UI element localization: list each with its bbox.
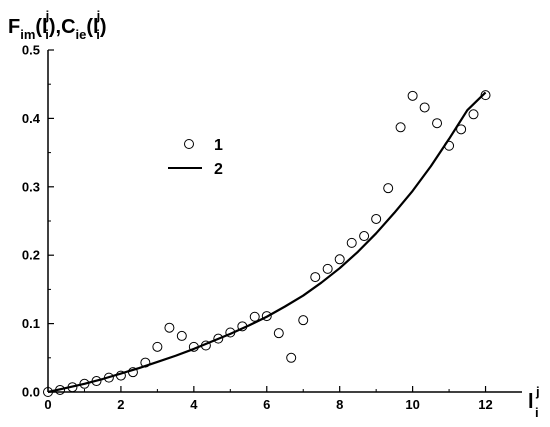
y-axis-label-part: i — [45, 27, 49, 42]
scatter-point — [334, 254, 345, 265]
legend-marker-circle — [184, 139, 194, 149]
y-tick-label: 0.0 — [22, 385, 40, 400]
scatter-point — [383, 183, 394, 194]
x-tick-label: 12 — [478, 397, 492, 412]
scatter-point — [407, 90, 418, 101]
scatter-point — [176, 330, 187, 341]
legend-label-1: 1 — [214, 137, 223, 154]
scatter-point — [43, 387, 53, 397]
y-axis-label-part: (l — [35, 16, 47, 38]
scatter-point — [249, 311, 260, 322]
y-axis-label-part: im — [20, 27, 35, 42]
x-axis-label-sub: i — [535, 405, 539, 420]
scatter-point — [237, 321, 248, 332]
y-axis-label-part: j — [96, 8, 101, 23]
y-axis-label: Fim(lj i),Cie(lj i) — [8, 8, 107, 42]
fit-curve-series — [47, 91, 487, 394]
y-tick-label: 0.4 — [22, 111, 41, 126]
scatter-point — [200, 340, 211, 351]
scatter-point — [298, 315, 309, 326]
legend: 1 2 — [168, 137, 223, 178]
y-axis-title: Fim(lj i),Cie(lj i) — [8, 8, 107, 42]
y-tick-label: 0.3 — [22, 179, 40, 194]
scatter-point — [419, 102, 430, 113]
scatter-point — [127, 367, 138, 378]
legend-label-2: 2 — [214, 161, 223, 178]
y-axis-label-part: ie — [76, 27, 87, 42]
scatter-point — [91, 376, 102, 387]
scatter-point — [188, 341, 199, 352]
x-axis-title: l j i — [528, 384, 540, 420]
x-tick-label: 8 — [336, 397, 343, 412]
scatter-point — [67, 382, 78, 393]
scatter-point — [346, 237, 357, 248]
scatter-series — [43, 90, 491, 397]
y-tick-label: 0.1 — [22, 316, 40, 331]
scatter-point — [468, 109, 479, 120]
scatter-point — [371, 213, 382, 224]
scatter-point — [79, 378, 90, 389]
x-tick-label: 0 — [44, 397, 51, 412]
scatter-point — [273, 328, 284, 339]
y-axis-label-part: ) — [100, 16, 107, 38]
scatter-point — [261, 311, 272, 322]
scatter-point — [164, 322, 175, 333]
scatter-point — [322, 263, 333, 274]
y-tick-label: 0.2 — [22, 248, 40, 263]
scatter-point — [310, 272, 321, 283]
scatter-point — [225, 327, 236, 338]
axis-ticks: 0 2 4 6 8 10 120.00.10.20.30.40.5 — [22, 43, 493, 413]
scatter-point — [152, 341, 163, 352]
scatter-point — [444, 140, 455, 151]
scatter-point — [115, 370, 126, 381]
x-axis-label-sup: j — [535, 384, 540, 399]
scatter-point — [359, 231, 370, 242]
scatter-point — [103, 372, 114, 383]
y-axis-label-part: (l — [86, 16, 98, 38]
x-tick-label: 10 — [405, 397, 419, 412]
scatter-point — [286, 352, 297, 363]
scatter-point — [395, 122, 406, 133]
y-axis-label-part: j — [45, 8, 50, 23]
x-tick-label: 2 — [117, 397, 124, 412]
scatter-point — [432, 118, 443, 129]
y-tick-label: 0.5 — [22, 43, 40, 58]
y-axis-label-part: ),C — [49, 16, 76, 38]
x-tick-label: 6 — [263, 397, 270, 412]
y-axis-label-part: F — [8, 16, 20, 38]
scatter-point — [55, 384, 66, 395]
x-tick-label: 4 — [190, 397, 198, 412]
fit-curve — [47, 91, 487, 394]
scatter-point — [213, 333, 224, 344]
scatter-point — [140, 357, 151, 368]
y-axis-label-part: i — [96, 27, 100, 42]
x-axis-label-base: l — [528, 391, 534, 413]
scatter-point — [456, 124, 467, 135]
scatter-point — [480, 90, 491, 101]
